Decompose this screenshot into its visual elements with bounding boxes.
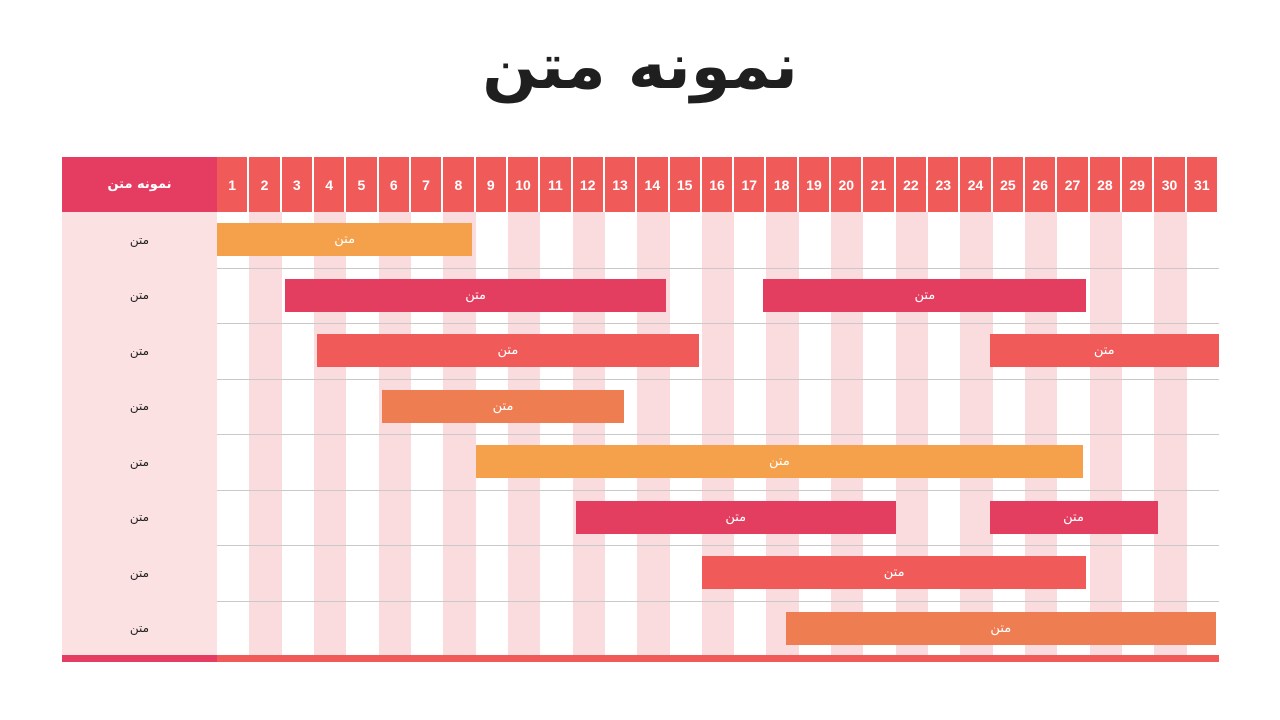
day-header-cell: 13: [604, 157, 638, 212]
row-divider: [217, 489, 1219, 491]
day-header-cell: 19: [798, 157, 832, 212]
task-bar: متن: [575, 500, 896, 534]
row-divider: [217, 434, 1219, 435]
row-divider: [217, 323, 1219, 324]
gantt-chart: نمونه متن 1 2 3 4 5 6 7 8 9 10 11 12 13 14 15 16 17 18 19 2…: [62, 157, 1219, 662]
day-header-cell: 18: [766, 157, 799, 212]
row-label: متن: [129, 510, 150, 525]
day-header-cell: 23: [928, 157, 961, 212]
day-header-cell: 15: [669, 157, 702, 212]
task-bar: متن: [217, 223, 473, 256]
footer-bar-right: [217, 655, 1219, 662]
row-label: متن: [129, 565, 150, 580]
task-bar: متن: [785, 611, 1216, 645]
row-divider: [217, 600, 1219, 602]
label-column-background: [62, 157, 217, 662]
day-stripe: [1154, 212, 1187, 655]
day-header-cell: 5: [346, 157, 379, 212]
day-header-cell: 10: [507, 157, 541, 212]
row-divider: [217, 378, 1219, 380]
day-header-cell: 25: [992, 157, 1026, 212]
day-header-cell: 20: [831, 157, 864, 212]
row-label: متن: [129, 343, 150, 358]
day-header-cell: 30: [1154, 157, 1187, 212]
day-stripe: [1089, 212, 1123, 655]
day-header-cell: 6: [378, 157, 411, 212]
day-header-cell: 12: [572, 157, 605, 212]
day-header-cell: 7: [410, 157, 444, 212]
day-header-cell: 11: [540, 157, 573, 212]
row-label: متن: [129, 288, 150, 303]
day-header-cell: 21: [863, 157, 896, 212]
day-header-cell: 4: [313, 157, 347, 212]
task-bar: متن: [989, 500, 1158, 534]
row-label: متن: [129, 621, 150, 636]
day-header-cell: 3: [281, 157, 314, 212]
task-bar: متن: [763, 278, 1087, 312]
row-label: متن: [129, 399, 150, 414]
task-bar: متن: [317, 334, 699, 367]
day-header-cell: 31: [1186, 157, 1219, 212]
day-header-cell: 26: [1025, 157, 1058, 212]
day-header-cell: 14: [637, 157, 670, 212]
task-bar: متن: [284, 278, 667, 312]
day-header-cell: 8: [443, 157, 476, 212]
page-title: نمونه متن: [482, 30, 798, 104]
day-header-cell: 29: [1122, 157, 1155, 212]
day-header-cell: 24: [960, 157, 993, 212]
task-bar: متن: [475, 445, 1084, 478]
day-header-cell: 22: [895, 157, 929, 212]
day-header-cell: 9: [475, 157, 508, 212]
row-label: متن: [129, 232, 150, 247]
footer-bar-left: [62, 655, 217, 662]
day-header-cell: 17: [734, 157, 767, 212]
task-bar: متن: [701, 556, 1087, 589]
day-header-cell: 28: [1089, 157, 1123, 212]
day-header-cell: 27: [1057, 157, 1090, 212]
row-label: متن: [129, 454, 150, 469]
gantt-header-label: نمونه متن: [62, 157, 217, 212]
task-bar: متن: [989, 334, 1219, 367]
day-header-cell: 2: [249, 157, 282, 212]
task-bar: متن: [381, 389, 625, 423]
row-divider: [217, 545, 1219, 546]
day-stripe: [249, 212, 282, 655]
day-header-cell: 16: [701, 157, 735, 212]
day-header-cell: 1: [217, 157, 250, 212]
row-divider: [217, 267, 1219, 269]
